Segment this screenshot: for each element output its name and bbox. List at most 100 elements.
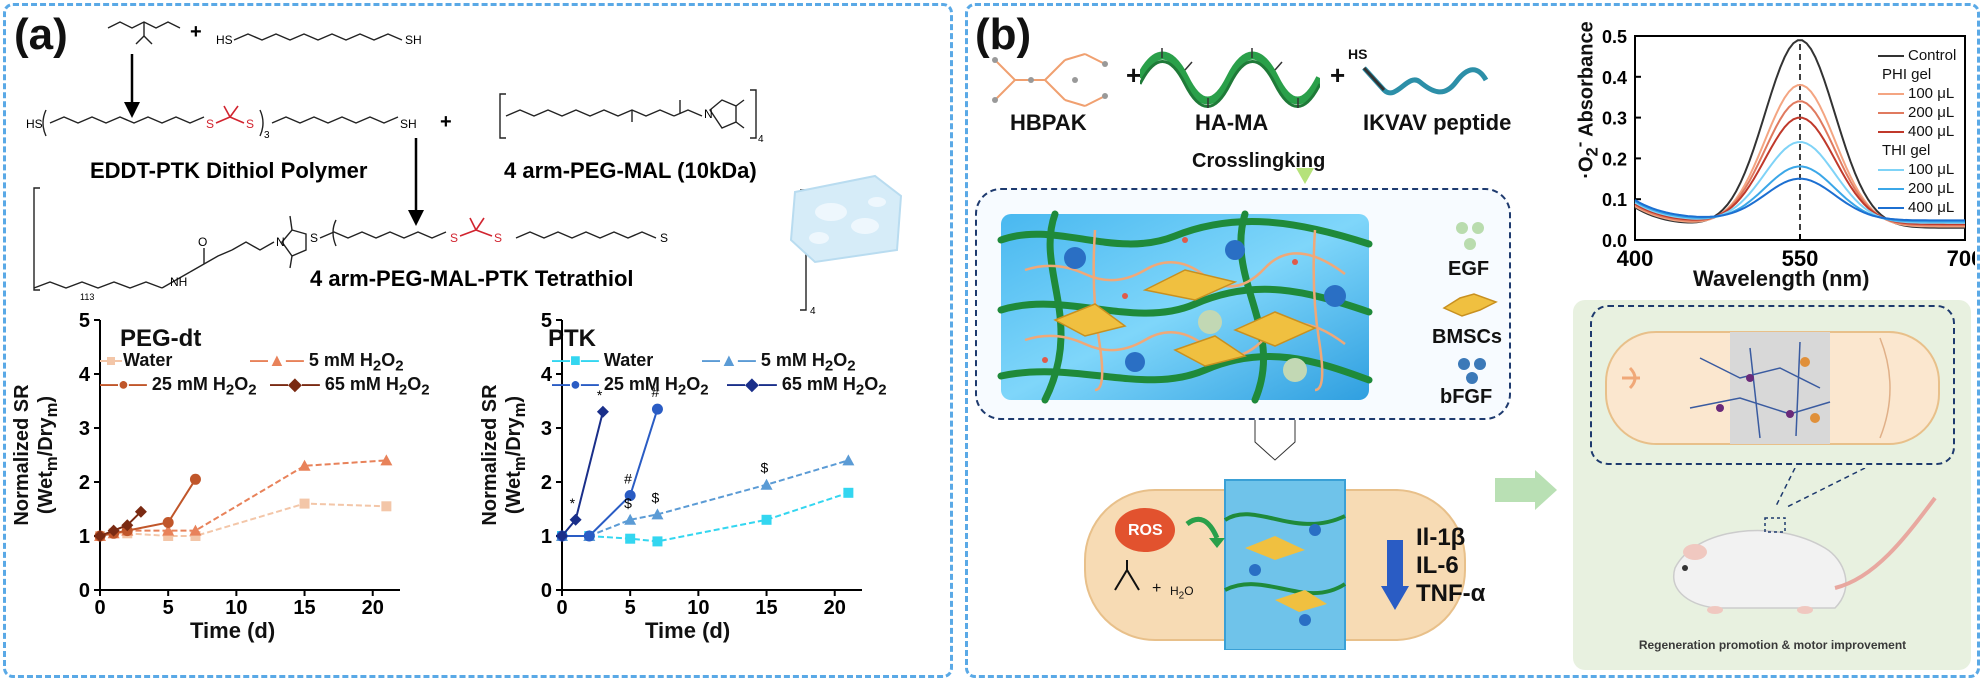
peg-mal-sub4: 4 bbox=[758, 134, 764, 145]
egf-label: EGF bbox=[1448, 258, 1490, 280]
panel-a-chemistry: + HS SH HS S S 3 SH + N 4 EDDT-PTK Dithi… bbox=[26, 21, 816, 317]
chart-left-point bbox=[121, 519, 134, 532]
product-structure bbox=[33, 187, 807, 311]
chart-right-annotation: # bbox=[624, 471, 632, 487]
chart-right-ytick-label: 1 bbox=[541, 526, 552, 548]
chart-left-point bbox=[94, 530, 106, 542]
egf-icon bbox=[1456, 222, 1484, 250]
chart-right-series-line bbox=[562, 408, 659, 537]
abs-series-line bbox=[1634, 100, 1965, 227]
panel-a-frame bbox=[3, 3, 953, 678]
chart-right-annotation: $ bbox=[651, 489, 659, 505]
product-s-end: S bbox=[660, 231, 668, 245]
ha-ma-label: HA-MA bbox=[1195, 110, 1269, 135]
absorbance-chart-plot: 400 550 700 0.0 0.1 0.2 0.3 0.4 0.5 bbox=[1602, 27, 1975, 271]
abs-series-line bbox=[1634, 141, 1965, 224]
product-label: 4 arm-PEG-MAL-PTK Tetrathiol bbox=[310, 266, 634, 291]
product-nh: NH bbox=[170, 275, 187, 289]
legend-right-water: —■— Water bbox=[552, 350, 654, 370]
chart-left-point bbox=[380, 454, 393, 466]
dimethoxypropane-structure bbox=[107, 21, 181, 45]
chart-left-ytick-label: 0 bbox=[79, 580, 90, 602]
chart-left-point bbox=[189, 524, 202, 536]
legend-abs-thi-100: 100 μL bbox=[1878, 160, 1956, 179]
sulfur-red-2: S bbox=[246, 117, 254, 131]
chart-right-point bbox=[651, 403, 663, 415]
plus-b-1: + bbox=[1126, 60, 1142, 90]
chart-right-xtick-label: 0 bbox=[556, 597, 567, 619]
abs-ytick-label: 0.4 bbox=[1602, 68, 1627, 88]
chart-left-ytick-label: 2 bbox=[79, 472, 90, 494]
chart-right-xtick-label: 10 bbox=[687, 597, 709, 619]
crosslinking-arrow bbox=[1296, 168, 1314, 184]
chart-left-xtick-label: 15 bbox=[293, 597, 315, 619]
chart-right-annotation: $ bbox=[761, 460, 769, 476]
connector-arrow bbox=[1495, 478, 1535, 502]
abs-series-line bbox=[1634, 84, 1965, 228]
absorbance-legend: Control PHI gel 100 μL 200 μL 400 μL THI… bbox=[1878, 46, 1956, 217]
chart-right-point bbox=[624, 490, 636, 501]
chart-right-ytick-label: 5 bbox=[541, 310, 552, 332]
legend-abs-phi-100: 100 μL bbox=[1878, 84, 1956, 103]
plus-sign-1: + bbox=[190, 21, 202, 43]
chart-left-ytick-label: 5 bbox=[79, 310, 90, 332]
legend-abs-phi-400: 400 μL bbox=[1878, 122, 1956, 141]
legend-left-water: Water bbox=[100, 350, 172, 371]
chart-left-xtick-label: 10 bbox=[225, 597, 247, 619]
chart-right-series-line bbox=[561, 411, 604, 537]
bfgf-icon bbox=[1458, 358, 1486, 384]
chart-right-point bbox=[842, 454, 855, 466]
sulfur-red-1: S bbox=[206, 117, 214, 131]
product-sulfur-red-2: S bbox=[494, 231, 502, 245]
abs-series-line bbox=[1634, 177, 1965, 222]
chart-left-point bbox=[162, 517, 174, 528]
abs-ytick-label: 0.3 bbox=[1602, 109, 1627, 129]
crosslinking-label: Crosslingking bbox=[1192, 150, 1326, 172]
panel-a-label: (a) bbox=[14, 10, 68, 59]
legend-abs-control: Control bbox=[1878, 46, 1956, 65]
chart-right-point bbox=[583, 530, 595, 542]
hbpak-structure bbox=[992, 53, 1108, 107]
chart-right-plot: 0 5 10 15 20 0 1 2 3 4 5 * * # # $ $ $ bbox=[541, 310, 862, 619]
chart-right-xtick-label: 20 bbox=[824, 597, 846, 619]
product-sub4: 4 bbox=[810, 306, 816, 317]
chart-right-xtick-label: 15 bbox=[755, 597, 777, 619]
subscript-3: 3 bbox=[264, 130, 270, 141]
h2o-label: H2O bbox=[1170, 584, 1194, 602]
chart-left-plot: 0 5 10 15 20 0 1 2 3 4 5 bbox=[79, 310, 400, 619]
bfgf-label: bFGF bbox=[1440, 386, 1493, 408]
legend-left-25mm: —●— 25 mM H2O2 bbox=[100, 374, 257, 399]
tnfa-label: TNF-α bbox=[1416, 580, 1486, 607]
abs-ytick-label: 0.5 bbox=[1602, 27, 1627, 47]
legend-abs-phi-200: 200 μL bbox=[1878, 103, 1956, 122]
chart-left-series-line bbox=[99, 459, 387, 537]
il1b-label: Il-1β bbox=[1416, 524, 1466, 551]
polymer-label: EDDT-PTK Dithiol Polymer bbox=[90, 158, 368, 183]
chart-left-ytick-label: 1 bbox=[79, 526, 90, 548]
legend-abs-thi-400: 400 μL bbox=[1878, 198, 1956, 217]
legend-abs-thi-200: 200 μL bbox=[1878, 179, 1956, 198]
chart-right-ytick-label: 3 bbox=[541, 418, 552, 440]
abs-ytick-label: 0.2 bbox=[1602, 149, 1627, 169]
ha-ma-helix bbox=[1140, 48, 1320, 108]
hbpak-label: HBPAK bbox=[1010, 110, 1087, 135]
product-sulfur-red-1: S bbox=[450, 231, 458, 245]
chart-left-ytick-label: 4 bbox=[79, 364, 91, 386]
chart-right-annotation: * bbox=[597, 387, 603, 403]
chart-right-point bbox=[625, 533, 636, 544]
abs-xtick-label: 700 bbox=[1947, 246, 1975, 271]
chart-left-series-line bbox=[99, 510, 142, 537]
ikvav-peptide-wave bbox=[1362, 66, 1489, 96]
hydrogel-network-illustration bbox=[997, 210, 1373, 404]
plus-b-2: + bbox=[1330, 60, 1346, 90]
chart-right-series-line bbox=[562, 459, 849, 537]
hydrogel-block-image bbox=[785, 168, 905, 264]
abs-xtick-label: 400 bbox=[1617, 246, 1654, 271]
regeneration-inset-box bbox=[1590, 305, 1955, 465]
chart-right-annotation: # bbox=[651, 384, 659, 400]
abs-series-line bbox=[1634, 165, 1965, 223]
bmsc-label: BMSCs bbox=[1432, 326, 1503, 348]
chart-right-point bbox=[624, 513, 637, 525]
chart-right-point bbox=[843, 487, 854, 498]
legend-right-5mm: —▲— 5 mM H2O2 bbox=[702, 350, 856, 375]
